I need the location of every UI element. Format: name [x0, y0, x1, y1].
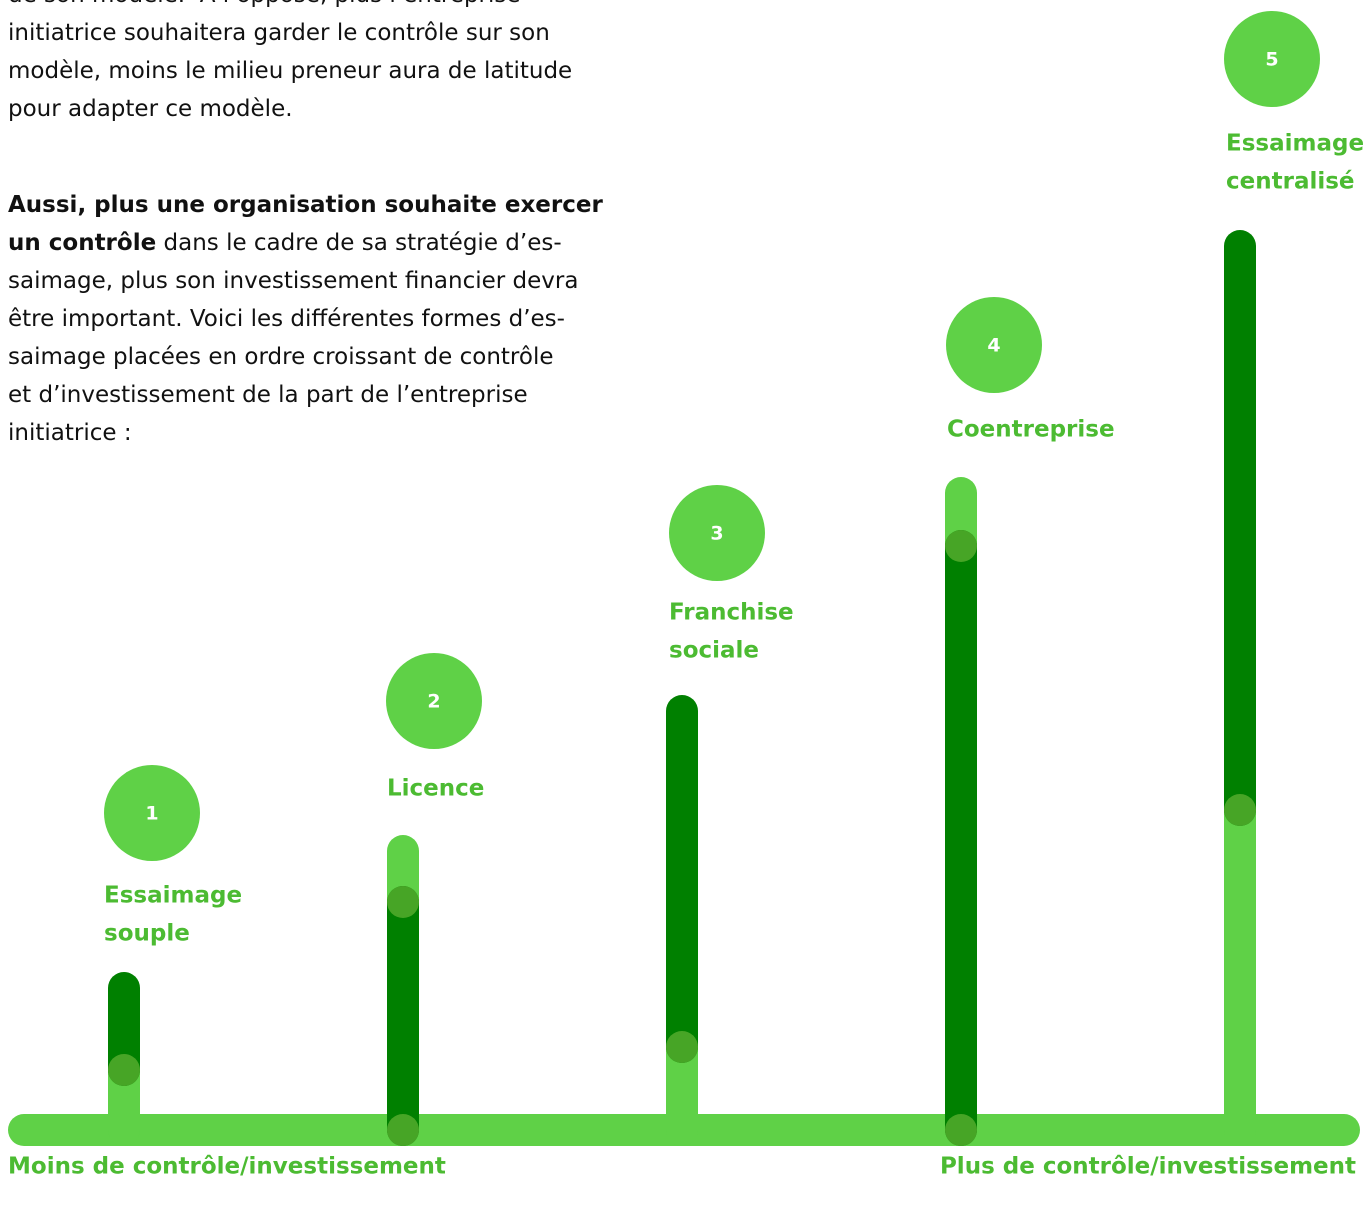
text-line: saimage placées en ordre croissant de co… — [8, 338, 554, 376]
step-circle — [669, 485, 765, 581]
text-line: saimage, plus son investissement financi… — [8, 262, 578, 300]
text: de son modèle. À l’opposé, plus l’entrep… — [8, 0, 521, 8]
text: pour adapter ce modèle. — [8, 96, 293, 122]
bold-text: Aussi, plus une organisation souhaite ex… — [8, 192, 603, 218]
text-line: pour adapter ce modèle. — [8, 90, 293, 128]
step-label: souple — [104, 921, 190, 947]
step-circle — [386, 653, 482, 749]
text-line: initiatrice : — [8, 414, 132, 452]
text: initiatrice : — [8, 420, 132, 446]
bold-text: un contrôle — [8, 230, 157, 256]
step-number: 3 — [710, 523, 723, 545]
overlap-dot — [945, 530, 977, 562]
text-line: un contrôle dans le cadre de sa stratégi… — [8, 224, 562, 262]
text-line: de son modèle. À l’opposé, plus l’entrep… — [8, 0, 521, 14]
text-line: Aussi, plus une organisation souhaite ex… — [8, 186, 603, 224]
overlap-dot — [387, 886, 419, 918]
text-line: modèle, moins le milieu preneur aura de … — [8, 52, 572, 90]
step-label: Essaimage — [104, 883, 242, 909]
step-number: 2 — [427, 691, 440, 713]
step-label: sociale — [669, 638, 759, 664]
step-label: Essaimage — [1226, 131, 1364, 157]
step-label: Licence — [387, 776, 484, 802]
step-label: Franchise — [669, 600, 794, 626]
overlap-dot — [666, 1031, 698, 1063]
step-number: 5 — [1265, 49, 1278, 71]
step-label: centralisé — [1226, 169, 1355, 195]
overlap-dot — [108, 1054, 140, 1086]
step-circle — [104, 765, 200, 861]
text: saimage placées en ordre croissant de co… — [8, 344, 554, 370]
text: initiatrice souhaitera garder le contrôl… — [8, 20, 550, 46]
axis-left-label: Moins de contrôle/investissement — [8, 1154, 446, 1180]
overlap-dot — [945, 1114, 977, 1146]
text-line: initiatrice souhaitera garder le contrôl… — [8, 14, 550, 52]
step-label: Coentreprise — [947, 417, 1115, 443]
overlap-dot — [1224, 794, 1256, 826]
overlap-dot — [387, 1114, 419, 1146]
text-line: et d’investissement de la part de l’entr… — [8, 376, 528, 414]
text: être important. Voici les différentes fo… — [8, 306, 565, 332]
text: et d’investissement de la part de l’entr… — [8, 382, 528, 408]
step-circle — [946, 297, 1042, 393]
text: modèle, moins le milieu preneur aura de … — [8, 58, 573, 84]
step-number: 1 — [145, 803, 158, 825]
step-circle — [1224, 11, 1320, 107]
text-line: être important. Voici les différentes fo… — [8, 300, 565, 338]
axis-right-label: Plus de contrôle/investissement — [940, 1154, 1356, 1180]
step-number: 4 — [987, 335, 1000, 357]
text: dans le cadre de sa stratégie d’es- — [156, 230, 562, 256]
text: saimage, plus son investissement financi… — [8, 268, 579, 294]
